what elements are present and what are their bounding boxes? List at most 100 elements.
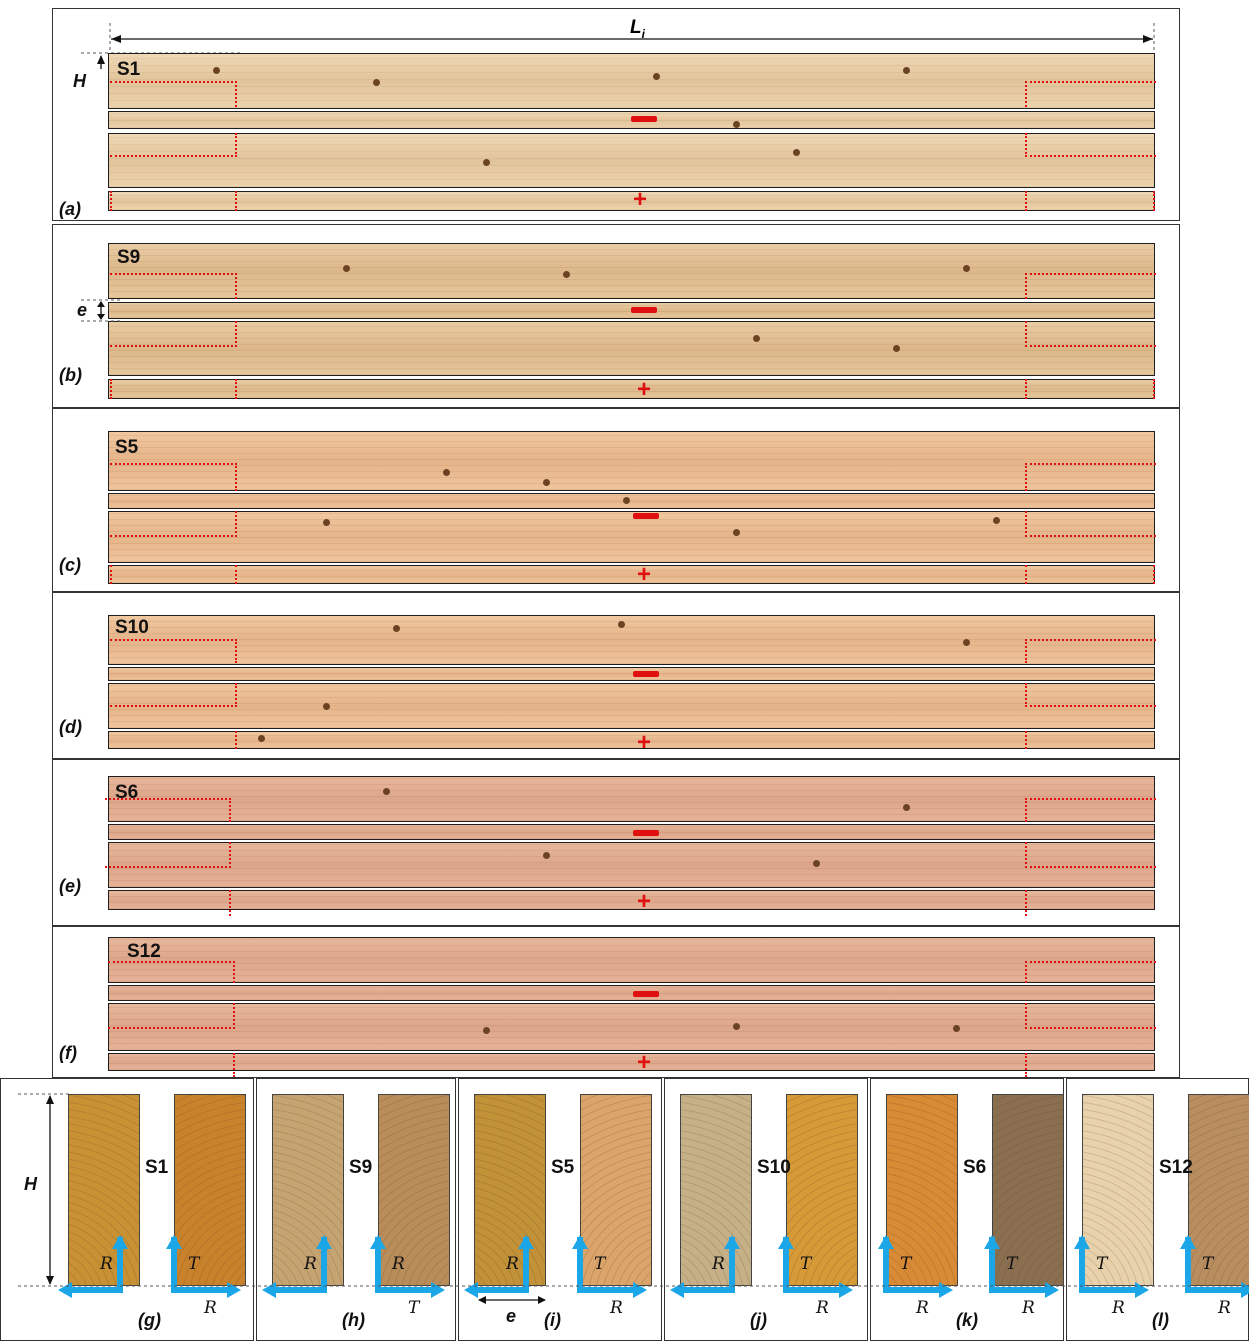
tick (110, 191, 112, 211)
board-lower (108, 842, 1155, 888)
board-top (108, 53, 1155, 109)
tick (235, 379, 237, 399)
zone-right-upper (1025, 81, 1156, 107)
knot (258, 735, 265, 742)
specimen-label: S9 (117, 247, 140, 269)
length-label: Li (630, 17, 645, 41)
zone-left-upper (108, 961, 235, 983)
zone-right-upper (1025, 639, 1156, 663)
knot (953, 1025, 960, 1032)
zone-left-lower (110, 321, 237, 347)
zone-left-upper (110, 81, 237, 107)
board-lower (108, 321, 1155, 376)
board-thin-lower (108, 191, 1155, 211)
board-thin-upper (108, 824, 1155, 840)
minus-sign (633, 671, 659, 677)
knot (963, 265, 970, 272)
knot (323, 703, 330, 710)
tick (229, 890, 231, 916)
knot (903, 67, 910, 74)
panel-b: e S9 (b) + (52, 224, 1180, 408)
panel-caption: (b) (59, 365, 82, 386)
panel-a: Li H S1 (a) + (52, 8, 1180, 221)
tick (1153, 379, 1155, 399)
zone-right-lower (1025, 321, 1156, 347)
zone-left-lower (108, 1003, 235, 1029)
tick (1025, 731, 1027, 749)
minus-sign (631, 116, 657, 122)
knot (383, 788, 390, 795)
tick (1025, 191, 1027, 211)
zone-left-upper (110, 273, 237, 299)
panel-caption: (d) (59, 717, 82, 738)
zone-right-upper (1025, 798, 1156, 822)
board-thin-lower (108, 379, 1155, 399)
tick (1025, 565, 1027, 584)
board-thin-lower (108, 565, 1155, 584)
zone-left-lower (110, 683, 237, 707)
knot (793, 149, 800, 156)
knot (893, 345, 900, 352)
knot (343, 265, 350, 272)
panel-f: S12 (f) + (52, 926, 1180, 1078)
zone-right-lower (1025, 133, 1156, 157)
specimen-label: S12 (127, 941, 161, 963)
knot (543, 479, 550, 486)
board-lower (108, 1003, 1155, 1051)
knot (733, 529, 740, 536)
minus-sign (631, 307, 657, 313)
board-top (108, 243, 1155, 299)
board-thin-upper (108, 985, 1155, 1001)
knot (733, 121, 740, 128)
board-thin-lower (108, 890, 1155, 910)
tick (233, 1053, 235, 1077)
knot (963, 639, 970, 646)
board-thin-upper (108, 667, 1155, 681)
panel-e: S6 (e) + (52, 759, 1180, 926)
zone-right-upper (1025, 463, 1156, 491)
tick (1153, 191, 1155, 211)
board-lower (108, 683, 1155, 729)
plus-sign: + (637, 380, 651, 400)
section-height-label: H (24, 1174, 37, 1195)
tick (1153, 565, 1155, 584)
tick (1025, 1053, 1027, 1077)
knot (733, 1023, 740, 1030)
zone-right-upper (1025, 961, 1156, 983)
board-lower (108, 133, 1155, 188)
tick (1025, 890, 1027, 916)
plus-sign: + (633, 190, 647, 210)
knot (563, 271, 570, 278)
zone-left-upper (110, 639, 237, 663)
zone-left-upper (105, 798, 231, 822)
knot (373, 79, 380, 86)
plus-sign: + (637, 733, 651, 753)
zone-right-lower (1025, 1003, 1156, 1029)
board-top (108, 937, 1155, 983)
knot (213, 67, 220, 74)
tick (235, 191, 237, 211)
plus-sign: + (637, 892, 651, 912)
knot (623, 497, 630, 504)
specimen-label: S5 (115, 437, 138, 459)
knot (813, 860, 820, 867)
plus-sign: + (637, 565, 651, 585)
section-width-label: e (506, 1306, 516, 1327)
knot (653, 73, 660, 80)
board-top (108, 776, 1155, 822)
zone-right-upper (1025, 273, 1156, 299)
tick (235, 565, 237, 584)
specimen-label: S1 (117, 59, 140, 81)
board-thin-lower (108, 1053, 1155, 1071)
zone-right-lower (1025, 842, 1156, 868)
knot (393, 625, 400, 632)
tick (1025, 379, 1027, 399)
height-label: H (73, 71, 86, 92)
board-thin-lower (108, 731, 1155, 749)
zone-left-lower (105, 842, 231, 868)
specimen-label: S10 (115, 617, 149, 639)
knot (483, 159, 490, 166)
plus-sign: + (637, 1053, 651, 1073)
tick (110, 565, 112, 584)
